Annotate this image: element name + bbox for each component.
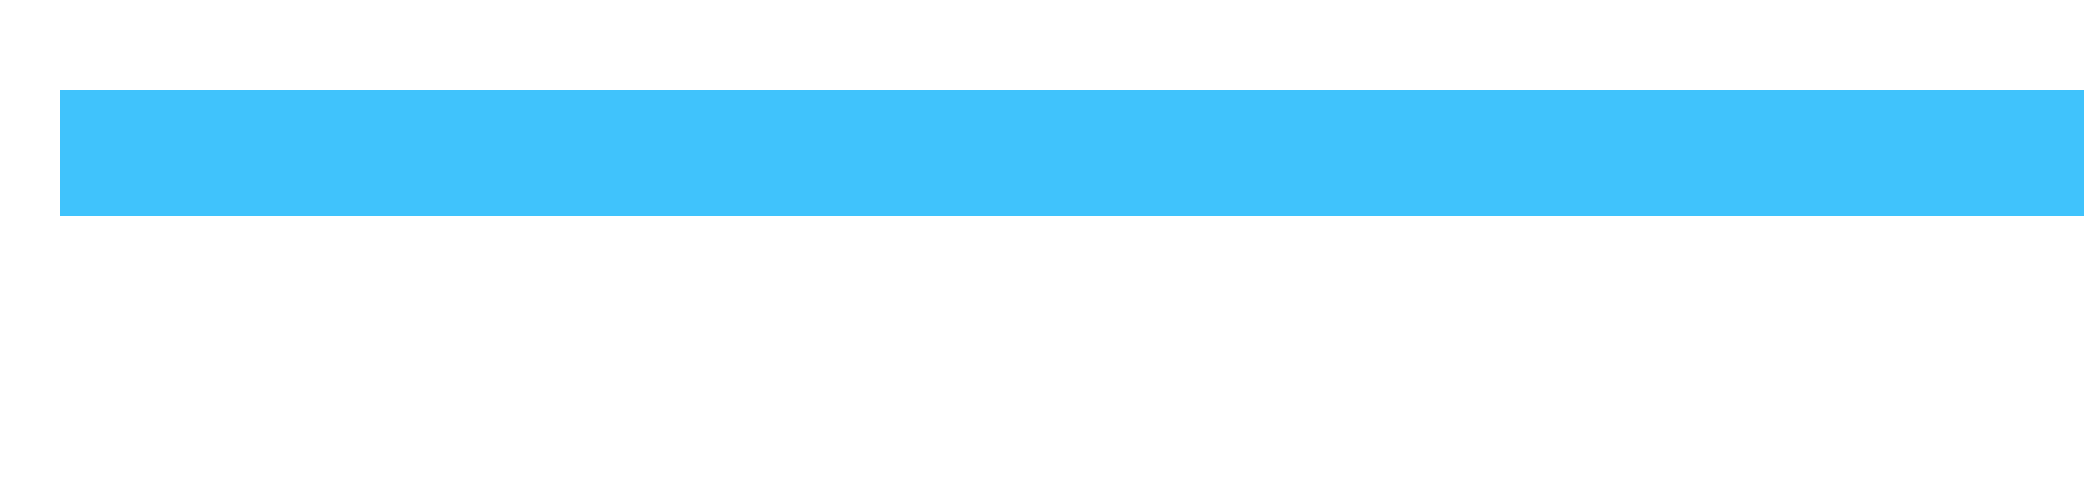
blue-banner-bar — [60, 90, 2084, 216]
